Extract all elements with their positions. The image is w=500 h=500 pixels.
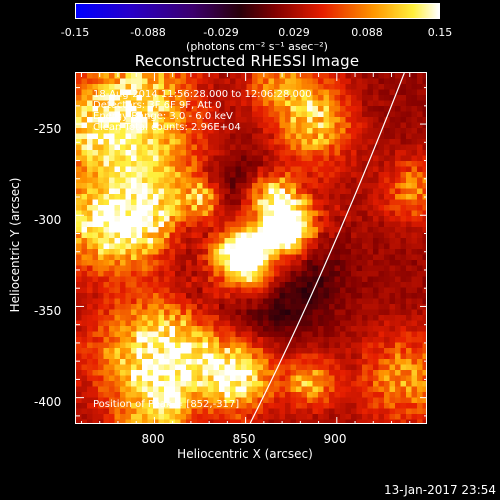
colorbar-unit-label: (photons cm⁻² s⁻¹ asec⁻²) xyxy=(186,40,328,53)
x-tick-label: 900 xyxy=(323,432,347,446)
colorbar-tick: -0.088 xyxy=(130,26,166,39)
info-detectors: Detectors: 3F 6F 9F, Att 0 xyxy=(93,100,222,111)
x-tick-label: 850 xyxy=(232,432,256,446)
plot-overlay xyxy=(76,73,426,423)
x-tick-label: 800 xyxy=(141,432,165,446)
y-tick-label: -250 xyxy=(34,122,62,136)
colorbar-tick: 0.029 xyxy=(278,26,310,39)
peak-position-label: Position of Peak = [852,-317] xyxy=(93,399,240,410)
plot-area: 18-Aug-2014 11:56:28.000 to 12:06:28.000… xyxy=(75,72,427,424)
y-tick-label: -400 xyxy=(34,395,62,409)
colorbar xyxy=(75,3,440,19)
x-axis-label: Heliocentric X (arcsec) xyxy=(177,447,313,461)
colorbar-tick: 0.15 xyxy=(427,26,453,39)
colorbar-tick: -0.029 xyxy=(203,26,239,39)
y-axis-label: Heliocentric Y (arcsec) xyxy=(8,177,22,313)
info-time-range: 18-Aug-2014 11:56:28.000 to 12:06:28.000 xyxy=(93,89,312,100)
y-tick-label: -350 xyxy=(34,304,62,318)
timestamp-footer: 13-Jan-2017 23:54 xyxy=(383,483,496,497)
info-clean-counts: Clean Total counts: 2.96E+04 xyxy=(93,122,241,133)
colorbar-tick: -0.15 xyxy=(60,26,90,39)
colorbar-tick: 0.088 xyxy=(351,26,383,39)
plot-title: Reconstructed RHESSI Image xyxy=(134,52,360,70)
info-energy-range: Energy Range: 3.0 - 6.0 keV xyxy=(93,111,233,122)
heatmap-image xyxy=(76,73,426,423)
solar-limb-curve xyxy=(249,73,405,423)
y-tick-label: -300 xyxy=(34,213,62,227)
